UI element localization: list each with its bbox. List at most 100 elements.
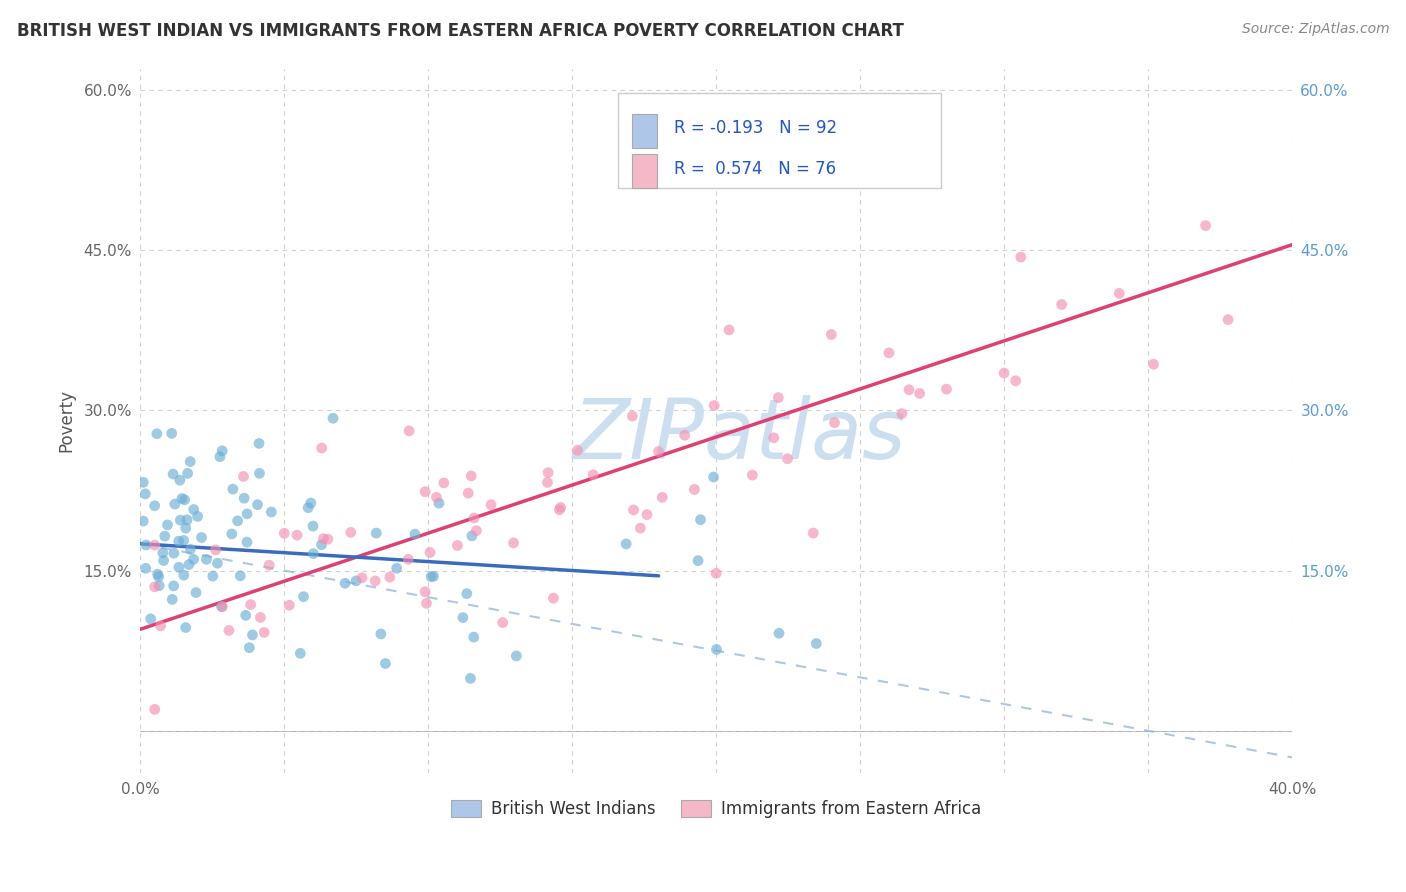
Point: [461, 529, 484, 543]
Point: [260, 505, 283, 519]
Point: [422, 569, 444, 583]
Point: [460, 469, 482, 483]
Point: [398, 424, 420, 438]
Point: [183, 502, 205, 516]
Point: [169, 513, 191, 527]
Point: [195, 552, 218, 566]
Point: [146, 567, 169, 582]
Point: [232, 469, 254, 483]
Point: [683, 483, 706, 497]
Point: [465, 524, 488, 538]
Point: [163, 497, 186, 511]
Point: [167, 560, 190, 574]
Point: [190, 531, 212, 545]
Point: [204, 543, 226, 558]
Point: [187, 509, 209, 524]
Y-axis label: Poverty: Poverty: [58, 390, 75, 452]
Point: [177, 558, 200, 572]
Point: [623, 503, 645, 517]
Point: [877, 346, 900, 360]
Point: [292, 590, 315, 604]
Point: [366, 526, 388, 541]
Point: [396, 552, 419, 566]
Bar: [633, 154, 658, 188]
Point: [628, 521, 651, 535]
Point: [451, 610, 474, 624]
Point: [236, 507, 259, 521]
Point: [427, 496, 450, 510]
Point: [173, 533, 195, 548]
Point: [273, 526, 295, 541]
Point: [322, 411, 344, 425]
Point: [174, 521, 197, 535]
Point: [316, 533, 339, 547]
Point: [673, 428, 696, 442]
Point: [221, 527, 243, 541]
Point: [253, 625, 276, 640]
Point: [246, 498, 269, 512]
Point: [647, 444, 669, 458]
Point: [239, 598, 262, 612]
Point: [806, 636, 828, 650]
Point: [236, 535, 259, 549]
Point: [425, 490, 447, 504]
Point: [132, 475, 155, 490]
Point: [689, 513, 711, 527]
Point: [1142, 357, 1164, 371]
Text: ZIPatlas: ZIPatlas: [572, 394, 905, 475]
Point: [703, 470, 725, 484]
Point: [153, 529, 176, 543]
Point: [160, 592, 183, 607]
Point: [156, 517, 179, 532]
Point: [218, 624, 240, 638]
Point: [278, 598, 301, 612]
Point: [621, 409, 644, 424]
Point: [420, 569, 443, 583]
Point: [143, 580, 166, 594]
Point: [1216, 312, 1239, 326]
Point: [543, 591, 565, 606]
Point: [567, 443, 589, 458]
Point: [768, 391, 790, 405]
Text: Source: ZipAtlas.com: Source: ZipAtlas.com: [1241, 22, 1389, 37]
Point: [176, 513, 198, 527]
Point: [170, 491, 193, 506]
Text: R = -0.193   N = 92: R = -0.193 N = 92: [673, 120, 837, 137]
Point: [208, 450, 231, 464]
Point: [413, 484, 436, 499]
Point: [179, 542, 201, 557]
Point: [302, 547, 325, 561]
Point: [457, 486, 479, 500]
Point: [163, 546, 186, 560]
Point: [302, 519, 325, 533]
Point: [703, 399, 725, 413]
Point: [1050, 297, 1073, 311]
Point: [413, 584, 436, 599]
Point: [908, 386, 931, 401]
Point: [247, 436, 270, 450]
Point: [614, 537, 637, 551]
Point: [762, 431, 785, 445]
Point: [143, 702, 166, 716]
Point: [249, 467, 271, 481]
Point: [173, 492, 195, 507]
Point: [226, 514, 249, 528]
Point: [238, 640, 260, 655]
Point: [1108, 286, 1130, 301]
Point: [152, 546, 174, 560]
Point: [167, 534, 190, 549]
Point: [776, 451, 799, 466]
Point: [333, 576, 356, 591]
Point: [152, 553, 174, 567]
Point: [299, 496, 322, 510]
Point: [537, 466, 560, 480]
Point: [364, 574, 387, 588]
Point: [169, 473, 191, 487]
Point: [242, 628, 264, 642]
Point: [820, 327, 842, 342]
Point: [479, 498, 502, 512]
Point: [582, 467, 605, 482]
Point: [134, 487, 156, 501]
Point: [132, 514, 155, 528]
Point: [174, 621, 197, 635]
